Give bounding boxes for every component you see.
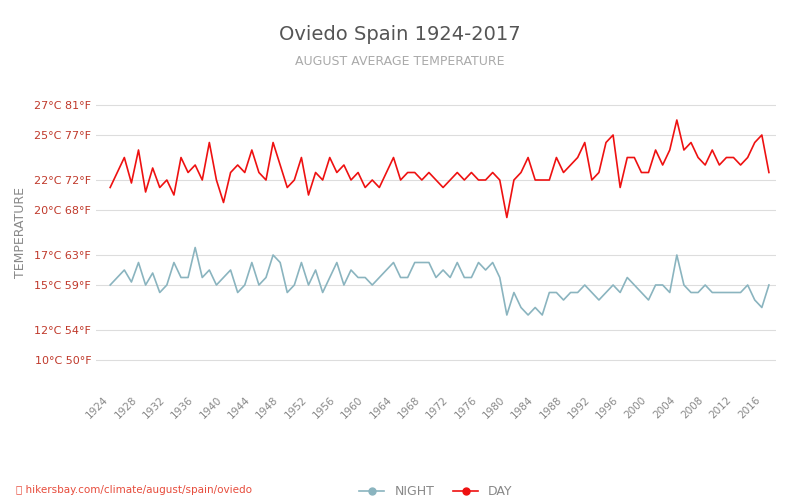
Text: AUGUST AVERAGE TEMPERATURE: AUGUST AVERAGE TEMPERATURE — [295, 55, 505, 68]
Legend: NIGHT, DAY: NIGHT, DAY — [354, 480, 518, 500]
Text: 📍 hikersbay.com/climate/august/spain/oviedo: 📍 hikersbay.com/climate/august/spain/ovi… — [16, 485, 252, 495]
Text: Oviedo Spain 1924-2017: Oviedo Spain 1924-2017 — [279, 25, 521, 44]
Y-axis label: TEMPERATURE: TEMPERATURE — [14, 187, 27, 278]
